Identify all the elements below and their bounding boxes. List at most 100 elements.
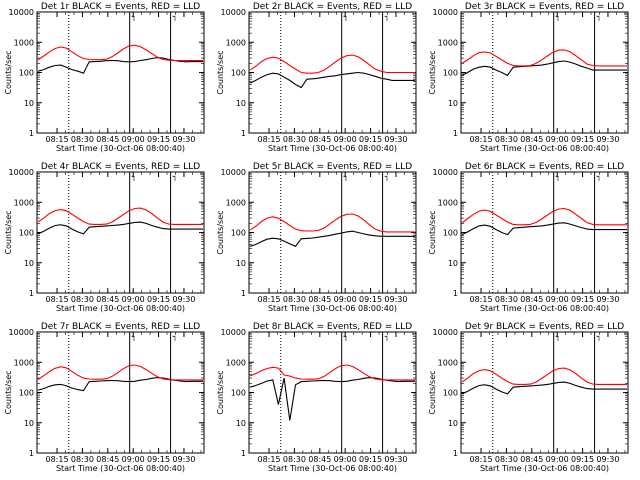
x-tick-label: 09:00 (546, 295, 569, 304)
y-tick-label: 10 (448, 419, 458, 428)
y-tick-label: 1 (29, 449, 34, 458)
x-tick-label: 08:15 (258, 455, 281, 464)
x-axis-label: Start Time (30-Oct-06 08:00:40) (268, 144, 397, 153)
chart-title: Det 8r BLACK = Events, RED = LLD (253, 322, 412, 332)
y-tick-label: 1 (453, 129, 458, 138)
marker-flag: ┐ (596, 332, 602, 342)
marker-flag: ┐ (343, 332, 349, 342)
y-tick-label: 1000 (438, 198, 458, 207)
y-axis-label: Counts/sec (428, 370, 437, 414)
series-line-events (249, 230, 415, 247)
y-tick-label: 10000 (221, 8, 246, 17)
y-tick-label: 10000 (433, 328, 458, 337)
chart-title: Det 1r BLACK = Events, RED = LLD (41, 2, 200, 12)
chart-title: Det 9r BLACK = Events, RED = LLD (465, 322, 624, 332)
x-tick-label: 09:00 (334, 135, 357, 144)
y-tick-label: 1 (29, 129, 34, 138)
y-axis-label: Counts/sec (428, 210, 437, 254)
x-tick-label: 08:15 (258, 135, 281, 144)
y-tick-label: 10 (24, 259, 34, 268)
y-tick-label: 10000 (9, 168, 34, 177)
x-tick-label: 08:30 (283, 295, 306, 304)
x-tick-label: 08:45 (308, 135, 331, 144)
y-tick-label: 10 (24, 419, 34, 428)
y-tick-label: 1000 (226, 198, 246, 207)
chart-title: Det 3r BLACK = Events, RED = LLD (465, 2, 624, 12)
chart-panel-7: Det 7r BLACK = Events, RED = LLD 1 10 100 10… (4, 322, 205, 473)
y-axis-label: Counts/sec (216, 370, 225, 414)
y-tick-label: 100 (19, 389, 34, 398)
marker-flag: ┐ (172, 332, 178, 342)
x-tick-label: 09:00 (122, 135, 145, 144)
chart-panel-1: Det 1r BLACK = Events, RED = LLD 1 10 100 10… (4, 2, 205, 153)
series-line-lld (37, 44, 203, 62)
marker-flag: ┐ (555, 12, 561, 22)
x-tick-label: 08:30 (283, 135, 306, 144)
y-tick-label: 10000 (433, 168, 458, 177)
x-tick-label: 08:45 (308, 295, 331, 304)
x-axis-label: Start Time (30-Oct-06 08:00:40) (268, 464, 397, 473)
y-tick-label: 1 (241, 449, 246, 458)
chart-panel-9: Det 9r BLACK = Events, RED = LLD 1 10 100 10… (428, 322, 629, 473)
y-tick-label: 1000 (14, 38, 34, 47)
y-tick-label: 10000 (9, 8, 34, 17)
series-line-lld (461, 207, 627, 226)
x-tick-label: 08:30 (283, 455, 306, 464)
marker-flag: ┐ (384, 172, 390, 182)
series-line-lld (37, 364, 203, 381)
x-tick-label: 08:30 (495, 135, 518, 144)
y-tick-label: 1000 (14, 358, 34, 367)
plot-frame (36, 331, 205, 454)
x-axis-label: Start Time (30-Oct-06 08:00:40) (268, 304, 397, 313)
x-tick-label: 09:30 (172, 295, 195, 304)
x-tick-label: 08:15 (258, 295, 281, 304)
plot-frame (460, 331, 629, 454)
x-tick-label: 08:45 (96, 295, 119, 304)
series-line-events (249, 377, 415, 421)
x-tick-label: 09:15 (147, 455, 170, 464)
y-tick-label: 1 (241, 129, 246, 138)
chart-title: Det 5r BLACK = Events, RED = LLD (253, 162, 412, 172)
marker-flag: ┐ (343, 172, 349, 182)
x-tick-label: 09:30 (172, 135, 195, 144)
y-tick-label: 10 (236, 99, 246, 108)
marker-flag: ┐ (596, 12, 602, 22)
x-tick-label: 08:45 (96, 455, 119, 464)
plot-frame (36, 11, 205, 134)
x-tick-label: 08:45 (96, 135, 119, 144)
marker-flag: ┐ (596, 172, 602, 182)
series-line-lld (461, 367, 627, 385)
marker-flag: ┐ (131, 12, 137, 22)
x-tick-label: 08:15 (470, 295, 493, 304)
y-axis-label: Counts/sec (216, 210, 225, 254)
marker-flag: ┐ (131, 332, 137, 342)
y-tick-label: 10 (236, 419, 246, 428)
y-axis-label: Counts/sec (4, 210, 13, 254)
y-tick-label: 1000 (438, 358, 458, 367)
x-tick-label: 09:30 (384, 295, 407, 304)
y-tick-label: 1 (241, 289, 246, 298)
y-tick-label: 100 (231, 229, 246, 238)
x-tick-label: 09:15 (359, 455, 382, 464)
x-tick-label: 08:45 (308, 455, 331, 464)
y-tick-label: 100 (443, 389, 458, 398)
chart-title: Det 4r BLACK = Events, RED = LLD (41, 162, 200, 172)
chart-panel-8: Det 8r BLACK = Events, RED = LLD 1 10 100 10… (216, 322, 417, 473)
x-tick-label: 08:30 (495, 295, 518, 304)
y-tick-label: 10 (236, 259, 246, 268)
series-line-lld (249, 213, 415, 233)
chart-panel-5: Det 5r BLACK = Events, RED = LLD 1 10 100 10… (216, 162, 417, 313)
plot-frame (248, 171, 417, 294)
chart-title: Det 7r BLACK = Events, RED = LLD (41, 322, 200, 332)
x-tick-label: 09:15 (359, 135, 382, 144)
y-tick-label: 100 (19, 69, 34, 78)
series-line-events (461, 381, 627, 395)
x-tick-label: 08:45 (520, 455, 543, 464)
x-tick-label: 09:15 (571, 295, 594, 304)
x-tick-label: 09:30 (384, 455, 407, 464)
plot-frame (36, 171, 205, 294)
series-line-lld (461, 49, 627, 67)
y-axis-label: Counts/sec (216, 50, 225, 94)
x-tick-label: 08:15 (470, 135, 493, 144)
